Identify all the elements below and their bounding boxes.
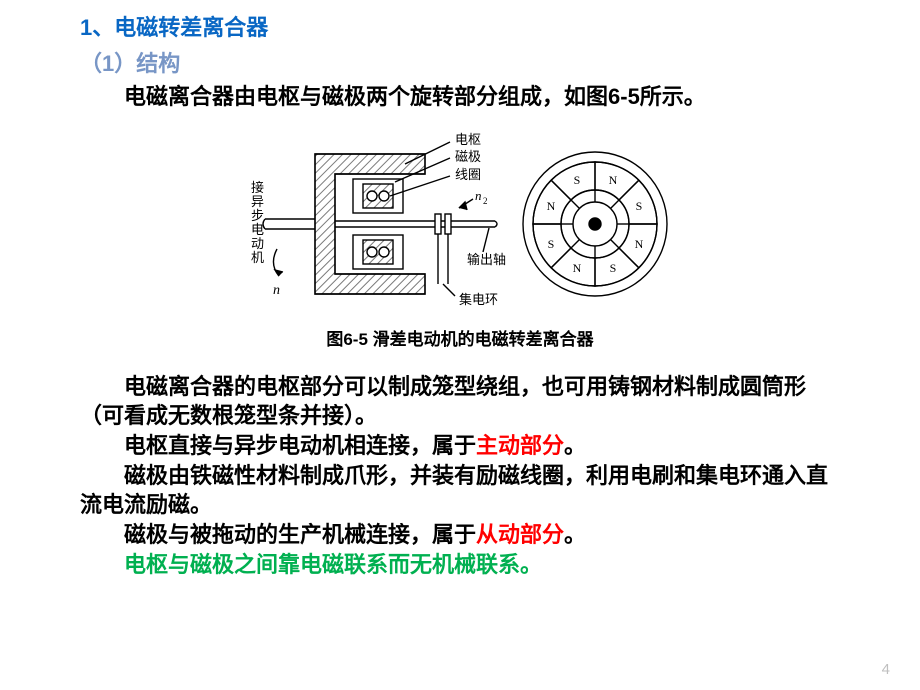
page-number-text: 4 (882, 661, 890, 678)
run-3-1: 从动部分 (476, 522, 564, 547)
ns-2: S (636, 199, 643, 213)
body-paragraphs: 电磁离合器的电枢部分可以制成笼型绕组，也可用铸钢材料制成圆筒形（可看成无数根笼型… (80, 372, 840, 580)
ns-1: N (609, 173, 618, 187)
paragraph-3: 磁极与被拖动的生产机械连接，属于从动部分。 (80, 520, 840, 550)
clutch-diagram: 电枢 磁极 线圈 集电环 输出轴 n 2 n 接 异 步 电 动 机 (245, 124, 675, 319)
paragraph-2: 磁极由铁磁性材料制成爪形，并装有励磁线圈，利用电刷和集电环通入直流电流励磁。 (80, 461, 840, 520)
run-1-1: 主动部分 (476, 433, 564, 458)
front-view (523, 152, 667, 296)
run-2-0: 磁极由铁磁性材料制成爪形，并装有励磁线圈，利用电刷和集电环通入直流电流励磁。 (80, 463, 828, 518)
label-n2-sub: 2 (483, 196, 488, 206)
label-connect2: 异 (251, 194, 264, 209)
paragraph-4: 电枢与磁极之间靠电磁联系而无机械联系。 (80, 550, 840, 580)
run-3-2: 。 (564, 522, 586, 547)
intro-text: 电磁离合器由电枢与磁极两个旋转部分组成，如图6-5所示。 (124, 84, 706, 109)
run-4-0: 电枢与磁极之间靠电磁联系而无机械联系。 (124, 552, 542, 577)
label-n: n (273, 283, 280, 298)
ns-7: N (547, 199, 556, 213)
label-connect3: 步 (251, 208, 264, 223)
label-pole: 磁极 (455, 149, 481, 164)
label-coil: 线圈 (455, 167, 481, 182)
paragraph-0: 电磁离合器的电枢部分可以制成笼型绕组，也可用铸钢材料制成圆筒形（可看成无数根笼型… (80, 372, 840, 431)
label-connect6: 机 (251, 250, 264, 265)
run-1-2: 。 (564, 433, 586, 458)
heading-level-1: 1、电磁转差离合器 (80, 10, 840, 42)
intro-line: 电磁离合器由电枢与磁极两个旋转部分组成，如图6-5所示。 (80, 82, 840, 112)
ns-8: S (574, 173, 581, 187)
diagram-container: 电枢 磁极 线圈 集电环 输出轴 n 2 n 接 异 步 电 动 机 (80, 124, 840, 319)
heading1-text: 1、电磁转差离合器 (80, 15, 268, 40)
cross-section (263, 142, 497, 296)
ns-4: S (610, 261, 617, 275)
run-1-0: 电枢直接与异步电动机相连接，属于 (124, 433, 476, 458)
heading-level-2: （1）结构 (80, 46, 840, 78)
label-n2: n (475, 188, 482, 203)
label-armature: 电枢 (455, 132, 481, 147)
label-slip-ring: 集电环 (459, 292, 498, 307)
ns-3: N (635, 237, 644, 251)
run-3-0: 磁极与被拖动的生产机械连接，属于 (124, 522, 476, 547)
run-0-0: 电磁离合器的电枢部分可以制成笼型绕组，也可用铸钢材料制成圆筒形（可看成无数根笼型… (80, 374, 806, 429)
page-number: 4 (882, 661, 890, 678)
ns-5: N (573, 261, 582, 275)
ns-6: S (548, 237, 555, 251)
label-connect1: 接 (251, 180, 264, 195)
heading2-text: （1）结构 (80, 51, 180, 76)
caption-text: 图6-5 滑差电动机的电磁转差离合器 (326, 330, 593, 349)
label-output-shaft: 输出轴 (467, 252, 506, 267)
figure-caption: 图6-5 滑差电动机的电磁转差离合器 (80, 325, 840, 350)
label-connect4: 电 (251, 222, 264, 237)
paragraph-1: 电枢直接与异步电动机相连接，属于主动部分。 (80, 431, 840, 461)
label-connect5: 动 (251, 236, 264, 251)
